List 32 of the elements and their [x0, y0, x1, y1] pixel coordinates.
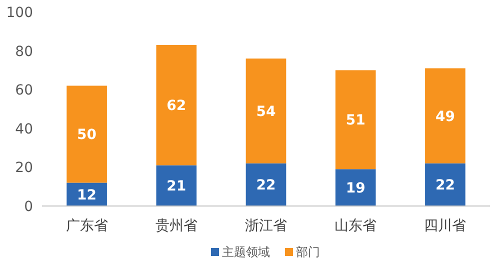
bar	[425, 163, 466, 206]
x-tick-label: 广东省	[66, 218, 108, 234]
data-label: 22	[256, 178, 276, 194]
x-tick-label: 浙江省	[245, 218, 287, 234]
x-tick-label: 山东省	[334, 218, 377, 234]
data-label: 22	[435, 178, 455, 194]
y-tick-label: 80	[15, 44, 33, 60]
data-label: 12	[77, 187, 97, 204]
bar	[335, 70, 376, 170]
x-tick-label: 贵州省	[155, 218, 198, 234]
data-label: 49	[435, 108, 455, 125]
x-tick-label: 四川省	[424, 218, 466, 234]
legend-label: 部门	[296, 245, 320, 259]
bar	[66, 86, 107, 183]
bar	[156, 165, 197, 206]
data-label: 50	[77, 127, 97, 144]
data-label: 51	[346, 112, 366, 129]
y-tick-label: 40	[15, 121, 33, 138]
y-tick-label: 100	[6, 5, 33, 21]
bar	[335, 169, 376, 206]
data-label: 21	[166, 178, 186, 195]
y-tick-label: 60	[15, 82, 33, 99]
y-tick-label: 20	[15, 160, 33, 176]
data-label: 19	[346, 180, 366, 197]
y-tick-label: 0	[24, 199, 33, 215]
legend-label: 主题领域	[222, 245, 270, 259]
bar	[246, 163, 286, 206]
bar	[246, 58, 286, 164]
bar	[425, 68, 466, 164]
data-label: 62	[166, 98, 186, 114]
bar	[156, 44, 197, 166]
data-label: 54	[256, 104, 276, 120]
